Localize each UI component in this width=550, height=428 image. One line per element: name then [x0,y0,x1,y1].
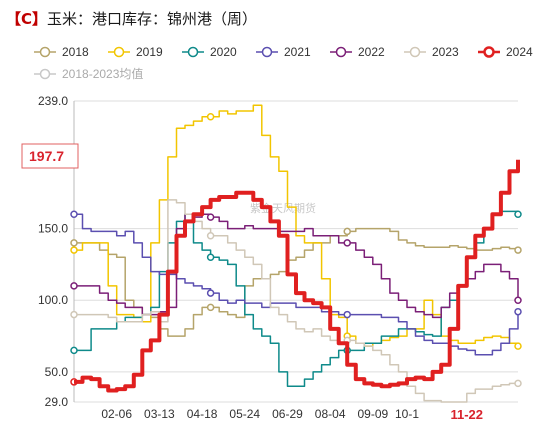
chart-legend: 2018 2019 2020 2021 2022 2023 2024 2018-2023均值 [34,45,533,81]
legend-item-2024[interactable]: 2024 [478,45,533,59]
legend-label: 2018-2023均值 [62,66,143,81]
legend-swatch-marker [483,46,495,58]
series-line-2019 [74,104,519,347]
value-callout-text: 197.7 [29,148,64,164]
legend-label: 2019 [136,45,163,59]
legend-item-2018[interactable]: 2018 [34,45,89,59]
series-point-2020 [514,210,522,218]
series-point-2023 [514,379,522,388]
legend-label: 2023 [432,45,459,59]
x-tick-label: 09-09 [357,407,388,421]
legend-label: 2021 [284,45,311,59]
series-point-2019 [514,342,522,350]
legend-item-2023[interactable]: 2023 [404,45,459,59]
series-point-2021 [343,310,351,319]
y-tick-label: 239.0 [38,94,68,108]
value-callout: 197.7 [21,143,79,169]
legend-swatch-marker [113,46,125,58]
x-axis-ticks: 02-06 03-13 04-18 05-24 06-29 08-04 09-09 10-1 1… [101,407,483,422]
legend-item-2022[interactable]: 2022 [330,45,385,59]
legend-item-avg[interactable]: 2018-2023均值 [34,66,143,81]
series-point-2018 [514,246,522,254]
x-tick-label: 08-04 [315,407,346,421]
y-tick-label: 150.0 [38,222,68,236]
legend-label: 2024 [506,45,533,59]
legend-swatch-marker [39,68,51,80]
legend-swatch-marker [39,46,51,58]
series-point-2019 [70,246,78,254]
x-tick-label: 03-13 [144,407,175,421]
legend-label: 2022 [358,45,385,59]
series-point-2023 [70,310,78,319]
legend-label: 2020 [210,45,237,59]
series-point-2019 [206,113,215,121]
legend-item-2021[interactable]: 2021 [256,45,311,59]
legend-swatch-marker [409,46,421,58]
value-callout-box [21,143,79,169]
watermark: 紫金天风期货 [250,201,316,215]
series-point-2020 [70,346,78,355]
y-axis-ticks: 239.0 150.0 100.0 50.0 29.0 [38,94,68,409]
legend-label: 2018 [62,45,89,59]
y-tick-label: 29.0 [45,395,69,409]
series-point-2022 [70,282,78,290]
x-tick-label: 06-29 [272,407,303,421]
series-line-2021 [74,213,519,356]
x-tick-label: 05-24 [229,407,260,421]
series-point-2020 [206,253,215,261]
series-point-2018 [343,227,351,236]
series-line-2024 [74,159,520,393]
chart-title-tag: 【C】 [6,10,47,28]
x-tick-label: 04-18 [187,407,218,421]
x-tick-label: 10-1 [395,407,419,421]
series-point-2018 [206,303,215,312]
series-point-2023 [206,231,215,240]
chart-title: 【C】玉米：港口库存：锦州港（周） [6,10,257,28]
series-point-2021 [70,210,78,218]
series-point-2021 [514,307,522,316]
chart-title-text: 玉米：港口库存：锦州港（周） [47,10,257,28]
legend-item-2019[interactable]: 2019 [108,45,163,59]
legend-swatch-marker [187,46,199,58]
series-point-2018 [70,239,78,247]
y-tick-label: 50.0 [45,365,69,379]
series-line-2023 [74,199,518,403]
legend-item-2020[interactable]: 2020 [182,45,237,59]
x-tick-label: 02-06 [101,407,132,421]
series-point-2022 [514,296,522,304]
legend-swatch-marker [261,46,273,58]
x-tick-label-highlight: 11-22 [450,407,483,422]
y-tick-label: 100.0 [38,293,68,307]
series-point-2022 [343,239,351,247]
chart-series [70,104,522,403]
series-point-2021 [206,289,215,297]
series-point-2022 [206,213,215,221]
legend-swatch-marker [335,46,347,58]
